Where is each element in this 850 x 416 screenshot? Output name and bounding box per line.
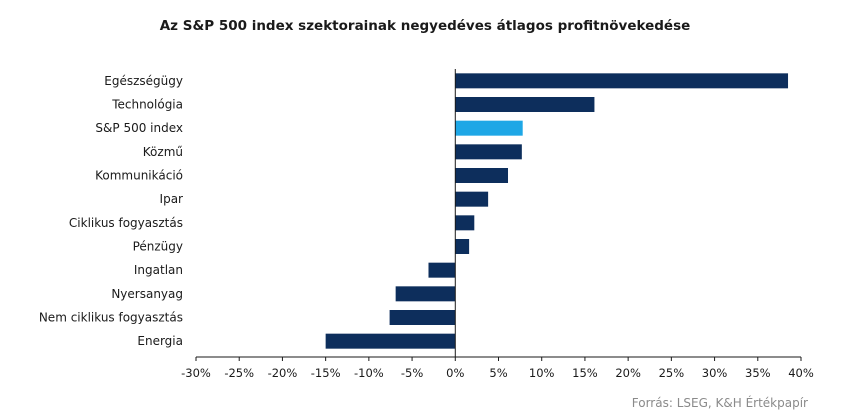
bar-5 xyxy=(455,191,489,207)
bar-7 xyxy=(455,239,470,254)
x-tick-label: 0% xyxy=(446,366,464,380)
x-tick-label: 40% xyxy=(788,366,814,380)
category-label: Ingatlan xyxy=(134,263,183,277)
x-tick-label: 10% xyxy=(529,366,555,380)
x-tick-label: -25% xyxy=(224,366,254,380)
category-label: Energia xyxy=(137,334,183,348)
bar-10 xyxy=(389,310,456,325)
x-tick-label: 35% xyxy=(745,366,771,380)
x-tick-label: 5% xyxy=(489,366,507,380)
bar-6 xyxy=(455,215,475,231)
x-tick-label: 15% xyxy=(572,366,598,380)
category-label: Pénzügy xyxy=(133,240,183,254)
category-label: Egészségügy xyxy=(104,74,183,88)
category-label: Nyersanyag xyxy=(111,287,183,301)
bar-8 xyxy=(428,262,456,278)
category-label: Kommunikáció xyxy=(95,169,183,183)
chart-title: Az S&P 500 index szektorainak negyedéves… xyxy=(159,18,691,34)
bar-4 xyxy=(455,168,509,183)
x-tick-label: -15% xyxy=(311,366,341,380)
source-note: Forrás: LSEG, K&H Értékpapír xyxy=(631,396,808,410)
category-label: S&P 500 index xyxy=(95,121,183,135)
x-tick-label: -5% xyxy=(401,366,423,380)
x-tick-label: -20% xyxy=(268,366,298,380)
category-label: Nem ciklikus fogyasztás xyxy=(39,311,183,325)
category-label: Közmű xyxy=(143,145,183,159)
bar-0 xyxy=(455,73,789,89)
x-axis: -30% -25% -20% -15% -10% -5% 0% 5% 10% 15% 20% 25% 3… xyxy=(181,69,814,380)
x-tick-label: 20% xyxy=(615,366,641,380)
x-tick-label: 25% xyxy=(659,366,685,380)
category-label: Technológia xyxy=(111,98,183,112)
bars-layer xyxy=(325,73,789,349)
bar-9 xyxy=(395,286,456,302)
bar-1 xyxy=(455,97,595,112)
x-tick-label: -30% xyxy=(181,366,211,380)
category-label: Ipar xyxy=(160,192,184,206)
bar-11 xyxy=(325,333,456,349)
bar-3 xyxy=(455,144,522,160)
category-labels: Egészségügy Technológia S&P 500 index Közmű… xyxy=(39,74,183,348)
x-tick-label: -10% xyxy=(354,366,384,380)
category-label: Ciklikus fogyasztás xyxy=(69,216,183,230)
bar-2 xyxy=(455,120,523,136)
x-tick-label: 30% xyxy=(702,366,728,380)
